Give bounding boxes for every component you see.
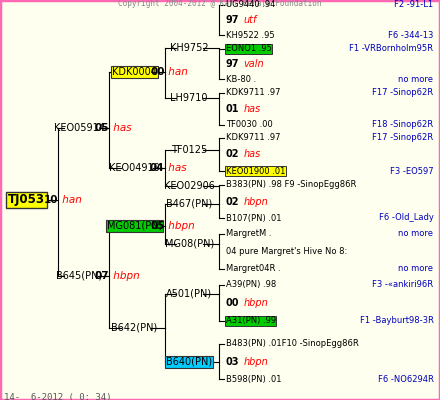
Text: no more: no more (398, 75, 433, 84)
Text: has: has (243, 149, 260, 159)
Text: 04: 04 (150, 163, 165, 173)
Text: KH9752: KH9752 (170, 43, 209, 53)
Text: KEO01900 .01: KEO01900 .01 (226, 167, 285, 176)
Text: KEO05914: KEO05914 (54, 123, 105, 133)
Text: han: han (59, 195, 82, 205)
Text: F6 -NO6294R: F6 -NO6294R (378, 375, 433, 384)
Text: 03: 03 (226, 357, 239, 367)
Text: KB-80 .: KB-80 . (226, 75, 256, 84)
Text: 02: 02 (226, 197, 239, 207)
Text: EONO1 .95: EONO1 .95 (226, 44, 271, 53)
Text: F3 -«ankiri96R: F3 -«ankiri96R (372, 280, 433, 289)
Text: B598(PN) .01: B598(PN) .01 (226, 375, 281, 384)
Text: F18 -Sinop62R: F18 -Sinop62R (372, 120, 433, 129)
Text: MG08(PN): MG08(PN) (165, 239, 214, 249)
Text: F1 -Bayburt98-3R: F1 -Bayburt98-3R (359, 316, 433, 325)
Text: has: has (243, 104, 260, 114)
Text: KH9522 .95: KH9522 .95 (226, 31, 275, 40)
Text: 97: 97 (226, 59, 239, 69)
Text: Copyright 2004-2012 @ Karl Kehale Foundation: Copyright 2004-2012 @ Karl Kehale Founda… (118, 0, 322, 8)
Text: 10: 10 (44, 195, 58, 205)
Text: A31(PN) .99: A31(PN) .99 (226, 316, 276, 325)
Text: han: han (165, 67, 188, 77)
Text: B640(PN): B640(PN) (166, 357, 212, 367)
Text: F6 -344-13: F6 -344-13 (388, 31, 433, 40)
Text: KEO02906: KEO02906 (164, 181, 215, 191)
Text: hbpn: hbpn (110, 271, 140, 281)
Text: KEO04910: KEO04910 (109, 163, 160, 173)
Text: B383(PN) .98 F9 -SinopEgg86R: B383(PN) .98 F9 -SinopEgg86R (226, 180, 356, 189)
Text: 07: 07 (95, 271, 109, 281)
Text: B467(PN): B467(PN) (166, 199, 213, 209)
Text: 05: 05 (150, 221, 165, 231)
Text: 00: 00 (226, 298, 239, 308)
Text: 02: 02 (226, 149, 239, 159)
Text: has: has (165, 163, 187, 173)
Text: TJ053: TJ053 (8, 194, 45, 206)
Text: A501(PN): A501(PN) (166, 289, 212, 299)
Text: TF0030 .00: TF0030 .00 (226, 120, 272, 129)
Text: MG081(PN): MG081(PN) (106, 221, 162, 231)
Text: valn: valn (243, 59, 264, 69)
Text: hbpn: hbpn (243, 357, 268, 367)
Text: 05: 05 (95, 123, 109, 133)
Text: TF0125: TF0125 (171, 145, 207, 155)
Text: LH9710: LH9710 (170, 93, 208, 103)
Text: B642(PN): B642(PN) (111, 323, 158, 333)
Text: utf: utf (243, 15, 257, 25)
Text: UG9440 .94: UG9440 .94 (226, 0, 275, 9)
Text: B483(PN) .01F10 -SinopEgg86R: B483(PN) .01F10 -SinopEgg86R (226, 340, 359, 348)
Text: KDK9711 .97: KDK9711 .97 (226, 134, 280, 142)
Text: no more: no more (398, 230, 433, 238)
Text: hbpn: hbpn (243, 197, 268, 207)
Text: 00: 00 (150, 67, 165, 77)
Text: 04 pure Margret's Hive No 8:: 04 pure Margret's Hive No 8: (226, 247, 347, 256)
Text: F2 -91-L1: F2 -91-L1 (394, 0, 433, 9)
Text: B107(PN) .01: B107(PN) .01 (226, 214, 281, 222)
Text: hbpn: hbpn (165, 221, 195, 231)
Text: has: has (110, 123, 132, 133)
Text: Margret04R .: Margret04R . (226, 264, 280, 273)
Text: F3 -EO597: F3 -EO597 (390, 167, 433, 176)
Text: 01: 01 (226, 104, 239, 114)
Text: B645(PN): B645(PN) (56, 271, 103, 281)
Text: MargretM .: MargretM . (226, 230, 271, 238)
Text: no more: no more (398, 264, 433, 273)
Text: F17 -Sinop62R: F17 -Sinop62R (372, 134, 433, 142)
Text: 14-  6-2012 ( 0: 34): 14- 6-2012 ( 0: 34) (4, 393, 112, 400)
Text: KDK0004: KDK0004 (112, 67, 157, 77)
Text: 97: 97 (226, 15, 239, 25)
Text: KDK9711 .97: KDK9711 .97 (226, 88, 280, 97)
Text: hbpn: hbpn (243, 298, 268, 308)
Text: F6 -Old_Lady: F6 -Old_Lady (378, 214, 433, 222)
Text: F1 -VRBornholm95R: F1 -VRBornholm95R (349, 44, 433, 53)
Text: F17 -Sinop62R: F17 -Sinop62R (372, 88, 433, 97)
Text: A39(PN) .98: A39(PN) .98 (226, 280, 276, 289)
